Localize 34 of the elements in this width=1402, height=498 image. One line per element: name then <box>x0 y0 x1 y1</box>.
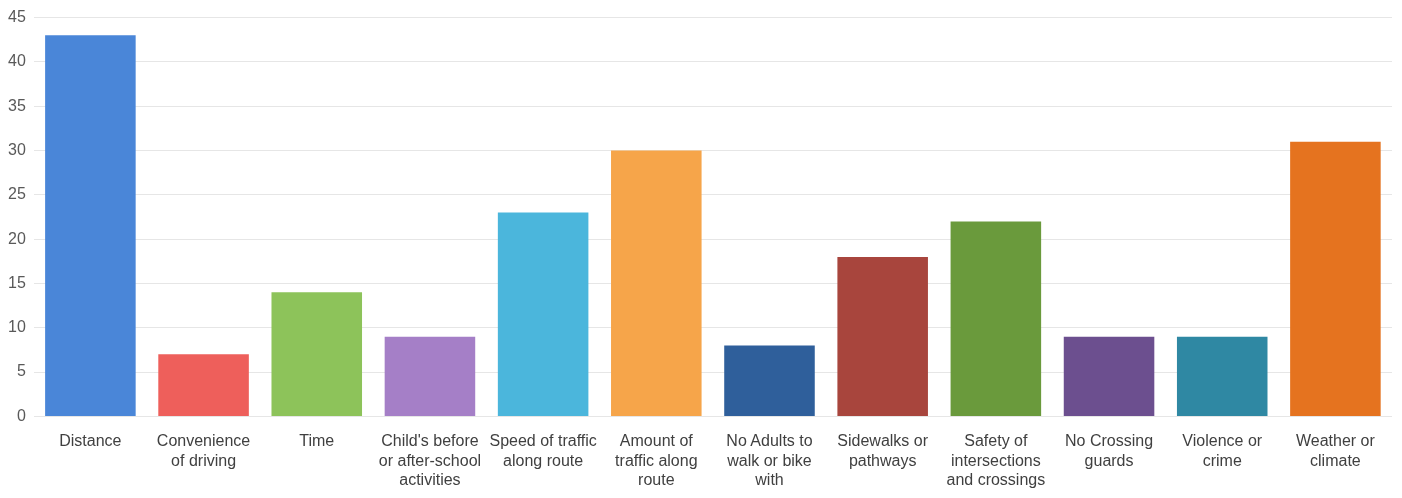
x-tick-label: Weather or climate <box>1295 432 1376 469</box>
y-tick-label: 20 <box>8 229 26 247</box>
y-tick-label: 35 <box>8 96 26 114</box>
y-tick-label: 15 <box>8 273 26 291</box>
y-tick-label: 0 <box>16 406 26 424</box>
bar <box>1290 141 1381 416</box>
bar <box>497 212 589 416</box>
x-tick-label: Time <box>299 432 335 450</box>
bar <box>724 345 815 416</box>
x-tick-label: Amount of traffic along route <box>615 432 698 488</box>
x-tick-label: Distance <box>59 432 122 450</box>
bar <box>1063 336 1155 416</box>
x-tick-label: Violence or crime <box>1182 432 1263 469</box>
y-tick-label: 30 <box>8 140 26 158</box>
bar <box>611 150 702 416</box>
bar <box>1176 336 1268 416</box>
x-tick-label: No Adults to walk or bike with <box>726 432 813 488</box>
bar <box>384 336 476 416</box>
x-tick-label: Sidewalks or pathways <box>837 432 929 469</box>
x-tick-label: Speed of traffic along route <box>489 432 597 469</box>
x-tick-label: Child's before or after-school activities <box>378 432 482 488</box>
x-tick-label: Safety of intersections and crossings <box>946 432 1046 488</box>
bar <box>950 221 1042 416</box>
bar <box>45 35 136 416</box>
bar <box>837 256 928 416</box>
y-tick-label: 45 <box>8 8 26 26</box>
x-tick-label: Convenience of driving <box>156 432 251 469</box>
bar <box>271 292 363 416</box>
bar <box>158 354 249 416</box>
x-tick-label: No Crossing guards <box>1065 432 1154 469</box>
y-tick-label: 40 <box>8 52 26 70</box>
y-tick-label: 10 <box>8 318 26 336</box>
y-tick-label: 25 <box>8 185 26 203</box>
y-tick-label: 5 <box>16 362 26 380</box>
